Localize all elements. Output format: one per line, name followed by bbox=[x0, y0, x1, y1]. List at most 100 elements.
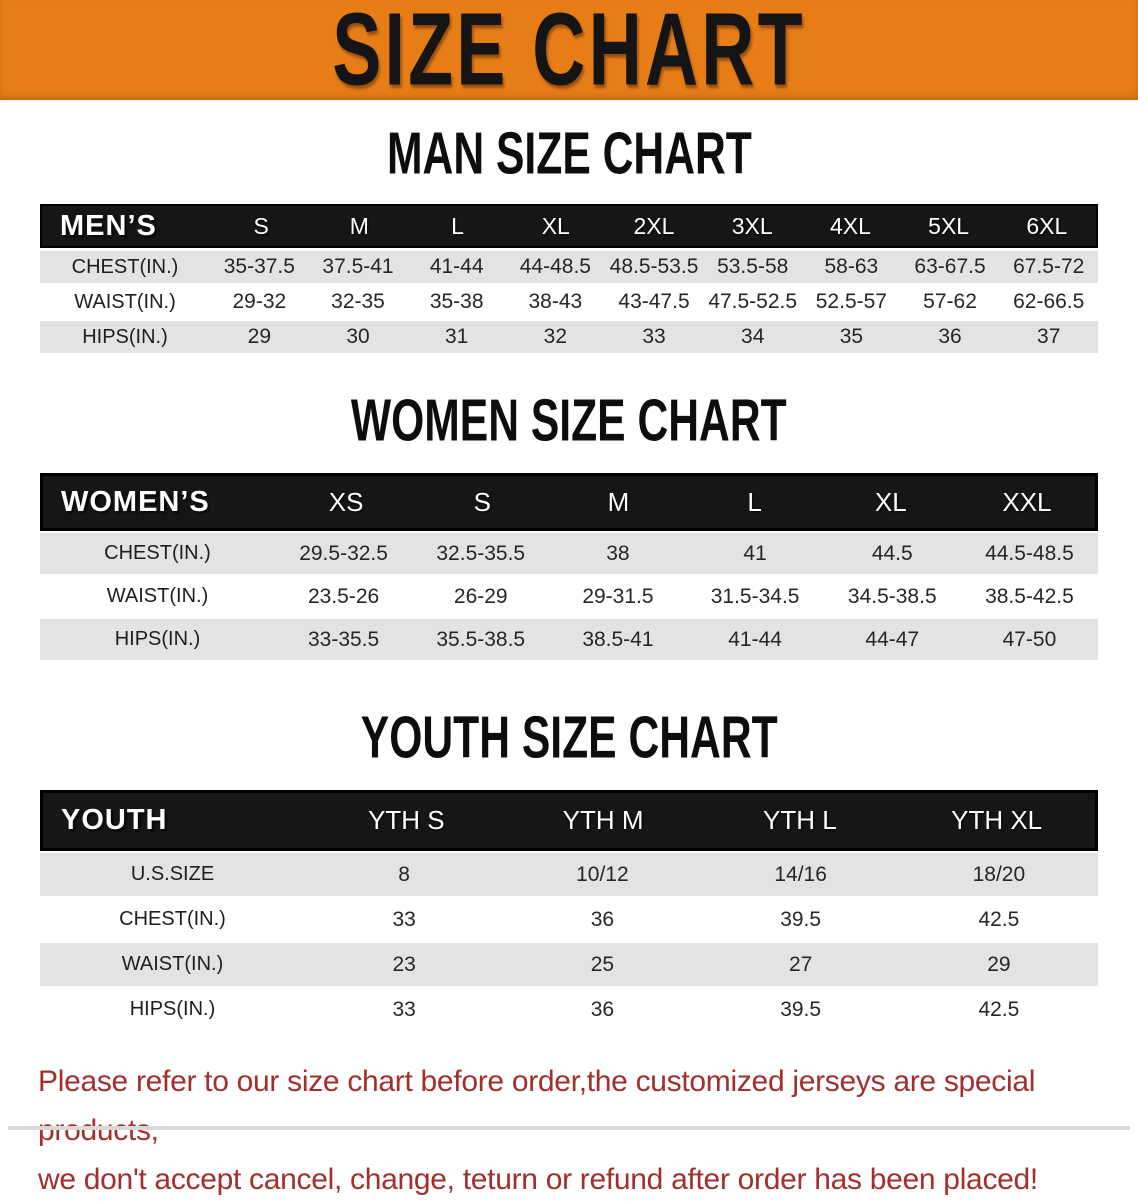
men-size-table: MEN’S S M L XL 2XL 3XL 4XL 5XL 6XL CHEST(IN.) 35-… bbox=[40, 204, 1098, 353]
size-column-header: S bbox=[253, 212, 269, 239]
row-label: HIPS(IN.) bbox=[82, 325, 168, 348]
size-value: 36 bbox=[938, 325, 962, 348]
size-value: 8 bbox=[398, 862, 410, 886]
size-column-header: 5XL bbox=[928, 212, 970, 239]
size-value: 35 bbox=[839, 325, 864, 348]
size-value: 32 bbox=[543, 325, 568, 348]
table-row: WAIST(IN.) 29-32 32-35 35-38 38-43 43-47.5 47.… bbox=[40, 286, 1098, 318]
size-value: 47-50 bbox=[1002, 627, 1057, 651]
size-value: 38-43 bbox=[528, 290, 583, 313]
size-value: 58-63 bbox=[824, 255, 879, 278]
size-column-header: 2XL bbox=[633, 212, 675, 239]
table-row: U.S.SIZE 8 10/12 14/16 18/20 bbox=[40, 853, 1098, 896]
size-value: 35.5-38.5 bbox=[436, 627, 526, 651]
size-column-header: 4XL bbox=[829, 212, 871, 239]
size-value: 27 bbox=[788, 952, 813, 976]
size-value: 14/16 bbox=[774, 862, 827, 886]
size-column-header: 6XL bbox=[1026, 212, 1068, 239]
size-value: 29.5-32.5 bbox=[299, 541, 388, 565]
disclaimer: Please refer to our size chart before or… bbox=[38, 1057, 1110, 1204]
size-value: 33 bbox=[392, 997, 416, 1021]
size-column-header: XS bbox=[328, 486, 364, 517]
size-value: 48.5-53.5 bbox=[609, 255, 699, 278]
size-value: 29-31.5 bbox=[582, 584, 654, 608]
size-column-header: L bbox=[451, 212, 464, 239]
size-column-header: XXL bbox=[1002, 486, 1052, 517]
size-value: 34.5-38.5 bbox=[847, 584, 937, 608]
youth-heading-text: YOUTH SIZE CHART bbox=[360, 704, 778, 772]
row-label: HIPS(IN.) bbox=[114, 628, 201, 650]
size-value: 33 bbox=[392, 907, 416, 931]
size-value: 34 bbox=[741, 325, 765, 348]
size-value: 63-67.5 bbox=[914, 255, 986, 278]
size-value: 44.5-48.5 bbox=[985, 541, 1074, 565]
size-value: 52.5-57 bbox=[815, 290, 887, 313]
table-row: WAIST(IN.) 23.5-26 26-29 29-31.5 31.5-34.5 34… bbox=[40, 576, 1098, 617]
men-section-heading: MAN SIZE CHART bbox=[0, 124, 1138, 184]
size-value: 41 bbox=[743, 541, 767, 565]
size-value: 31 bbox=[445, 325, 469, 348]
row-label: WAIST(IN.) bbox=[74, 290, 176, 313]
size-value: 32-35 bbox=[331, 290, 385, 313]
table-row: HIPS(IN.) 33 36 39.5 42.5 bbox=[40, 988, 1098, 1031]
women-section-heading: WOMEN SIZE CHART bbox=[0, 391, 1138, 451]
size-value: 31.5-34.5 bbox=[710, 584, 800, 608]
size-value: 35-37.5 bbox=[223, 255, 295, 278]
size-value: 41-44 bbox=[429, 255, 484, 278]
size-column-header: YTH S bbox=[368, 805, 445, 835]
size-value: 39.5 bbox=[780, 907, 822, 931]
size-value: 62-66.5 bbox=[1013, 290, 1085, 313]
disclaimer-line-2: we don't accept cancel, change, teturn o… bbox=[38, 1163, 1038, 1196]
size-value: 42.5 bbox=[978, 907, 1020, 931]
size-column-header: M bbox=[349, 212, 369, 239]
youth-size-table: YOUTH YTH S YTH M YTH L YTH XL U.S.SIZE 8 10/… bbox=[40, 790, 1098, 1031]
size-value: 37.5-41 bbox=[322, 255, 394, 278]
size-value: 29 bbox=[987, 952, 1011, 976]
size-column-header: XL bbox=[874, 486, 907, 517]
banner: SIZE CHART bbox=[0, 0, 1138, 107]
women-size-table: WOMEN’S XS S M L XL XXL CHEST(IN.) 29.5-32.5 32… bbox=[40, 473, 1098, 660]
disclaimer-line-1: Please refer to our size chart before or… bbox=[38, 1065, 1036, 1147]
youth-table-label: YOUTH bbox=[61, 804, 168, 836]
size-value: 18/20 bbox=[972, 862, 1026, 886]
women-table-label: WOMEN’S bbox=[61, 485, 210, 518]
size-value: 25 bbox=[590, 952, 615, 976]
size-value: 42.5 bbox=[978, 997, 1020, 1021]
size-value: 30 bbox=[346, 325, 370, 348]
size-value: 43-47.5 bbox=[618, 290, 690, 313]
size-value: 44-47 bbox=[865, 627, 920, 651]
size-value: 10/12 bbox=[576, 862, 629, 886]
size-value: 67.5-72 bbox=[1013, 255, 1085, 278]
size-value: 36 bbox=[590, 907, 615, 931]
size-column-header: YTH XL bbox=[951, 805, 1043, 835]
men-table-header-row: MEN’S S M L XL 2XL 3XL 4XL 5XL 6XL bbox=[40, 204, 1098, 248]
size-column-header: S bbox=[473, 486, 491, 517]
table-row: CHEST(IN.) 29.5-32.5 32.5-35.5 38 41 44.5 44.5… bbox=[40, 533, 1098, 574]
size-column-header: M bbox=[607, 486, 630, 517]
row-label: WAIST(IN.) bbox=[121, 953, 224, 975]
size-value: 44-48.5 bbox=[519, 255, 591, 278]
size-value: 33-35.5 bbox=[307, 627, 380, 651]
size-value: 35-38 bbox=[429, 290, 484, 313]
size-value: 32.5-35.5 bbox=[436, 541, 526, 565]
youth-table-header-row: YOUTH YTH S YTH M YTH L YTH XL bbox=[40, 790, 1098, 851]
size-value: 36 bbox=[590, 997, 615, 1021]
youth-section-heading: YOUTH SIZE CHART bbox=[0, 708, 1138, 768]
size-value: 53.5-58 bbox=[717, 255, 789, 278]
size-value: 38.5-41 bbox=[582, 627, 654, 651]
size-column-header: YTH M bbox=[562, 805, 644, 835]
table-row: HIPS(IN.) 33-35.5 35.5-38.5 38.5-41 41-44 44-… bbox=[40, 619, 1098, 660]
table-row: CHEST(IN.) 33 36 39.5 42.5 bbox=[40, 898, 1098, 941]
men-heading-text: MAN SIZE CHART bbox=[386, 120, 752, 188]
row-label: CHEST(IN.) bbox=[71, 255, 179, 278]
row-label: WAIST(IN.) bbox=[106, 585, 209, 607]
men-table-label: MEN’S bbox=[60, 209, 157, 242]
size-value: 33 bbox=[642, 325, 666, 348]
size-column-header: 3XL bbox=[731, 212, 773, 239]
row-label: CHEST(IN.) bbox=[104, 542, 211, 564]
row-label: CHEST(IN.) bbox=[119, 908, 226, 930]
table-row: HIPS(IN.) 29 30 31 32 33 34 35 36 37 bbox=[40, 321, 1098, 353]
size-value: 29-32 bbox=[232, 290, 287, 313]
size-value: 38 bbox=[606, 541, 630, 565]
size-value: 41-44 bbox=[728, 627, 782, 651]
